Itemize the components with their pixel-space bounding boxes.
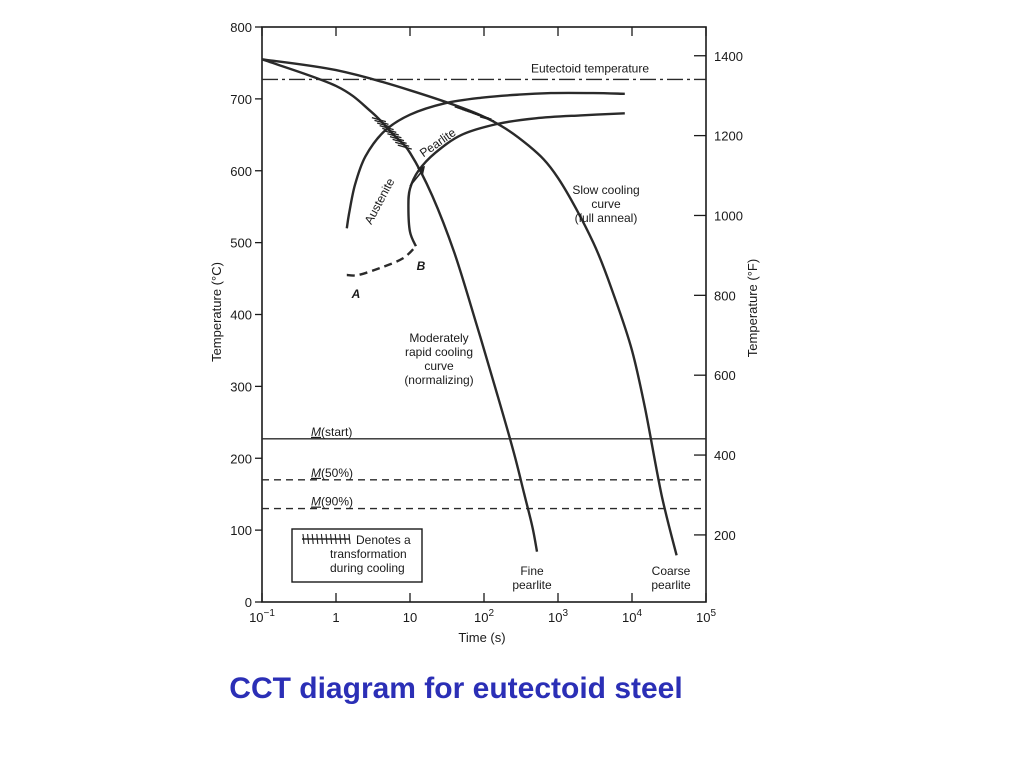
eutectoid-label: Eutectoid temperature — [531, 61, 649, 75]
y2-axis-label: Temperature (°F) — [745, 259, 760, 357]
plot-area-border — [261, 26, 707, 603]
y-tick-label: 700 — [230, 92, 252, 107]
y2-tick-label: 600 — [714, 368, 736, 383]
arrow-head — [417, 166, 425, 175]
martensite-label: M(start) — [311, 425, 352, 439]
arrow-shaft — [409, 169, 424, 187]
y-tick-label: 200 — [230, 451, 252, 466]
curve-0 — [261, 58, 539, 552]
fine-pearlite-label: pearlite — [512, 578, 552, 592]
x-tick-label: 104 — [622, 608, 642, 625]
hatch-mark — [371, 117, 387, 123]
hatch-mark — [379, 125, 394, 131]
point-b-label: B — [417, 259, 426, 273]
legend-text: Denotes a — [356, 533, 411, 547]
legend-hatch-mark — [334, 533, 337, 545]
legend-text: during cooling — [330, 561, 405, 575]
hatch-mark — [395, 141, 410, 147]
x-tick-label: 1 — [332, 610, 339, 625]
hatch-mark — [374, 119, 389, 125]
curve-1 — [261, 58, 678, 556]
slow-cooling-label: curve — [591, 197, 621, 211]
y-tick-label: 500 — [230, 236, 252, 251]
point-a-label: A — [351, 287, 361, 301]
x-tick-label: 102 — [474, 608, 494, 625]
y2-tick-label: 800 — [714, 288, 736, 303]
hatch-mark — [384, 130, 400, 136]
pearlite-label: Pearlite — [417, 125, 459, 160]
hatch-mark — [389, 135, 405, 142]
legend-hatch-mark — [339, 533, 342, 545]
fine-pearlite-label: Fine — [520, 564, 544, 578]
x-axis-label: Time (s) — [458, 630, 505, 645]
legend-box — [291, 528, 423, 583]
y2-tick-label: 1400 — [714, 49, 743, 64]
legend-hatch-mark — [302, 533, 305, 545]
y-tick-label: 0 — [245, 595, 252, 610]
legend-hatch-mark — [316, 533, 319, 545]
hatch-mark — [477, 114, 492, 120]
x-tick-label: 10−1 — [249, 608, 275, 625]
x-tick-label: 103 — [548, 608, 568, 625]
martensite-label: M(50%) — [311, 466, 353, 480]
austenite-label: Austenite — [362, 175, 398, 226]
legend-hatch-mark — [325, 533, 328, 545]
slow-cooling-label: (full anneal) — [575, 211, 638, 225]
legend-hatch-mark — [320, 533, 323, 545]
martensite-label: M(90%) — [311, 495, 353, 509]
legend-text: transformation — [330, 547, 407, 561]
y-tick-label: 400 — [230, 308, 252, 323]
hatch-mark — [392, 138, 407, 145]
plot-frame — [261, 26, 707, 603]
y2-tick-label: 400 — [714, 448, 736, 463]
legend-hatch-mark — [330, 533, 333, 545]
curve-4 — [346, 245, 417, 277]
legend-hatch-mark — [348, 533, 351, 545]
slide-caption: CCT diagram for eutectoid steel — [229, 672, 683, 705]
y2-tick-label: 1000 — [714, 208, 743, 223]
curve-2 — [345, 91, 625, 229]
curves — [261, 58, 678, 556]
reference-lines: Eutectoid temperature M(start) M(50%) M(90%… — [262, 61, 706, 510]
hatch-mark — [397, 144, 412, 150]
axis-ticks: 0 100 200 300 400 500 600 700 800 200 400 600 800 100… — [230, 20, 743, 625]
slow-cooling-label: Slow cooling — [572, 183, 639, 197]
hatch-mark — [387, 133, 402, 139]
legend-hatch-mark — [311, 533, 314, 545]
coarse-pearlite-label: pearlite — [651, 578, 691, 592]
x-tick-label: 105 — [696, 608, 716, 625]
hatch-mark — [376, 122, 392, 128]
moderate-cooling-label: curve — [424, 359, 454, 373]
coarse-pearlite-label: Coarse — [652, 564, 691, 578]
y-tick-label: 600 — [230, 164, 252, 179]
moderate-cooling-label: (normalizing) — [404, 373, 473, 387]
y-tick-label: 100 — [230, 523, 252, 538]
y-axis-label: Temperature (°C) — [209, 262, 224, 362]
y-tick-label: 800 — [230, 20, 252, 35]
moderate-cooling-label: Moderately — [409, 331, 468, 345]
y-tick-label: 300 — [230, 379, 252, 394]
y2-tick-label: 200 — [714, 528, 736, 543]
hatch-mark — [382, 127, 397, 133]
x-tick-label: 10 — [403, 610, 417, 625]
moderate-cooling-label: rapid cooling — [405, 345, 473, 359]
legend-hatch-mark — [307, 533, 310, 545]
hatch-mark — [479, 116, 495, 122]
y2-tick-label: 1200 — [714, 129, 743, 144]
legend-hatch-mark — [343, 533, 346, 545]
transformation-hatches — [371, 106, 495, 150]
curve-3 — [407, 112, 625, 247]
